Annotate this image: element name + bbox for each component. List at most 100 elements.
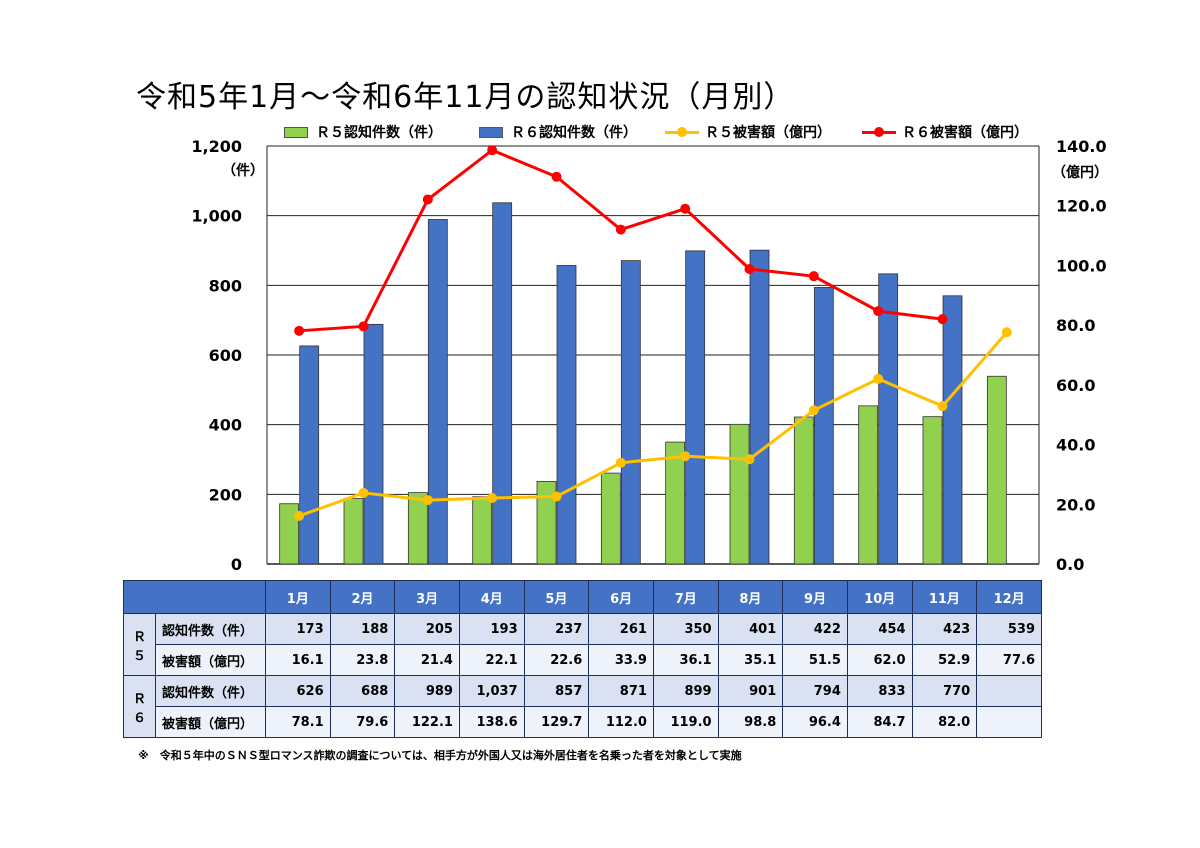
table-cell: 21.4 xyxy=(394,644,460,676)
point-r6-damage xyxy=(744,264,755,275)
legend-swatch-r5-damage xyxy=(665,125,699,139)
table-row-label: 認知件数（件） xyxy=(155,675,266,707)
point-r5-damage xyxy=(294,510,305,521)
table-cell: 77.6 xyxy=(976,644,1042,676)
table-month-header: 8月 xyxy=(717,580,784,614)
line-r6-damage xyxy=(299,148,943,333)
bar-r6-count xyxy=(813,287,834,565)
table-year-label: Ｒ６ xyxy=(123,675,156,738)
bar-r5-count xyxy=(986,375,1007,565)
table-cell: 82.0 xyxy=(911,706,978,738)
table-cell: 22.6 xyxy=(523,644,590,676)
bar-r5-count xyxy=(343,498,364,565)
table-month-header: 3月 xyxy=(394,580,460,614)
legend-swatch-r6-count xyxy=(479,126,503,138)
bar-r5-count xyxy=(279,503,300,565)
table-row-label: 認知件数（件） xyxy=(155,613,266,645)
table-cell: 423 xyxy=(911,613,978,645)
bar-r6-count xyxy=(620,260,641,565)
point-r5-damage xyxy=(422,495,433,506)
table-month-header: 5月 xyxy=(523,580,590,614)
table-cell: 51.5 xyxy=(782,644,848,676)
point-r6-damage xyxy=(873,306,884,317)
table-cell: 237 xyxy=(523,613,590,645)
table-cell: 84.7 xyxy=(846,706,913,738)
table-cell: 688 xyxy=(329,675,396,707)
data-table: 1月 2月 3月 4月 5月 6月 7月 8月 9月 10月 11月 12月 Ｒ５ 認知件数（件） 173… xyxy=(123,580,1042,738)
point-r5-damage xyxy=(358,487,369,498)
table-header-row: 1月 2月 3月 4月 5月 6月 7月 8月 9月 10月 11月 12月 xyxy=(123,580,1042,614)
point-r6-damage xyxy=(551,171,562,182)
legend-item-r6-damage: Ｒ６被害額（億円） xyxy=(862,122,1028,142)
bar-r6-count xyxy=(878,273,899,565)
point-r6-damage xyxy=(808,271,819,282)
table-cell: 98.8 xyxy=(717,706,784,738)
table-cell: 422 xyxy=(782,613,848,645)
table-year-label: Ｒ５ xyxy=(123,613,156,676)
table-cell: 193 xyxy=(458,613,525,645)
right-tick-label: 140.0 xyxy=(1056,137,1107,156)
table-cell: 794 xyxy=(782,675,848,707)
point-r6-damage xyxy=(937,314,948,325)
bar-r5-count xyxy=(472,496,493,565)
table-month-header: 12月 xyxy=(976,580,1042,614)
table-cell: 35.1 xyxy=(717,644,784,676)
bar-r5-count xyxy=(665,441,686,565)
chart-title: 令和5年1月～令和6年11月の認知状況（月別） xyxy=(136,80,795,115)
right-tick-label: 80.0 xyxy=(1056,316,1095,335)
left-tick-label: 0 xyxy=(231,555,242,574)
point-r5-damage xyxy=(680,451,691,462)
right-tick-label: 120.0 xyxy=(1056,197,1107,216)
table-month-header: 6月 xyxy=(588,580,654,614)
table-cell: 454 xyxy=(846,613,913,645)
point-r6-damage xyxy=(680,203,691,214)
left-tick-label: 1,200 xyxy=(191,137,242,156)
point-r5-damage xyxy=(937,401,948,412)
bar-r6-count xyxy=(363,323,384,565)
table-body: Ｒ５ 認知件数（件） 173 188 205 193 237 261 350 401 422 454 4… xyxy=(123,613,1042,738)
legend-item-r5-count: Ｒ５認知件数（件） xyxy=(284,122,442,142)
point-r5-damage xyxy=(615,457,626,468)
table-cell: 79.6 xyxy=(329,706,396,738)
table-cell: 989 xyxy=(394,675,460,707)
table-month-header: 9月 xyxy=(782,580,848,614)
table-cell: 1,037 xyxy=(458,675,525,707)
point-r6-damage xyxy=(487,145,498,156)
table-cell: 16.1 xyxy=(265,644,331,676)
bar-r6-count xyxy=(556,265,577,565)
table-cell: 129.7 xyxy=(523,706,590,738)
left-tick-label: 600 xyxy=(209,346,242,365)
line-r5-damage xyxy=(298,331,1008,518)
point-r6-damage xyxy=(358,321,369,332)
table-cell: 119.0 xyxy=(652,706,719,738)
table-month-header: 10月 xyxy=(846,580,913,614)
bar-r6-count xyxy=(749,249,770,565)
table-cell: 626 xyxy=(265,675,331,707)
table-month-header: 11月 xyxy=(911,580,978,614)
bar-r5-count xyxy=(858,405,879,565)
bar-r5-count xyxy=(600,472,621,565)
table-cell: 78.1 xyxy=(265,706,331,738)
table-cell: 901 xyxy=(717,675,784,707)
table-cell: 871 xyxy=(588,675,654,707)
table-row: 被害額（億円） 16.1 23.8 21.4 22.1 22.6 33.9 36.1 35.1 5… xyxy=(124,644,1042,676)
bar-r6-count xyxy=(492,202,513,565)
legend-item-r5-damage: Ｒ５被害額（億円） xyxy=(665,122,831,142)
table-cell: 401 xyxy=(717,613,784,645)
legend-swatch-r6-damage xyxy=(862,125,896,139)
table-cell: 173 xyxy=(265,613,331,645)
right-tick-label: 100.0 xyxy=(1056,256,1107,275)
bar-r5-count xyxy=(729,423,750,565)
table-cell: 52.9 xyxy=(911,644,978,676)
table-cell: 857 xyxy=(523,675,590,707)
bar-r6-count xyxy=(427,219,448,565)
left-tick-label: 200 xyxy=(209,485,242,504)
bar-r5-count xyxy=(793,416,814,565)
table-cell: 205 xyxy=(394,613,460,645)
right-axis-unit: （億円） xyxy=(1052,165,1108,181)
table-cell: 188 xyxy=(329,613,396,645)
table-cell: 539 xyxy=(976,613,1042,645)
bar-r5-count xyxy=(536,481,557,565)
point-r5-damage xyxy=(808,405,819,416)
